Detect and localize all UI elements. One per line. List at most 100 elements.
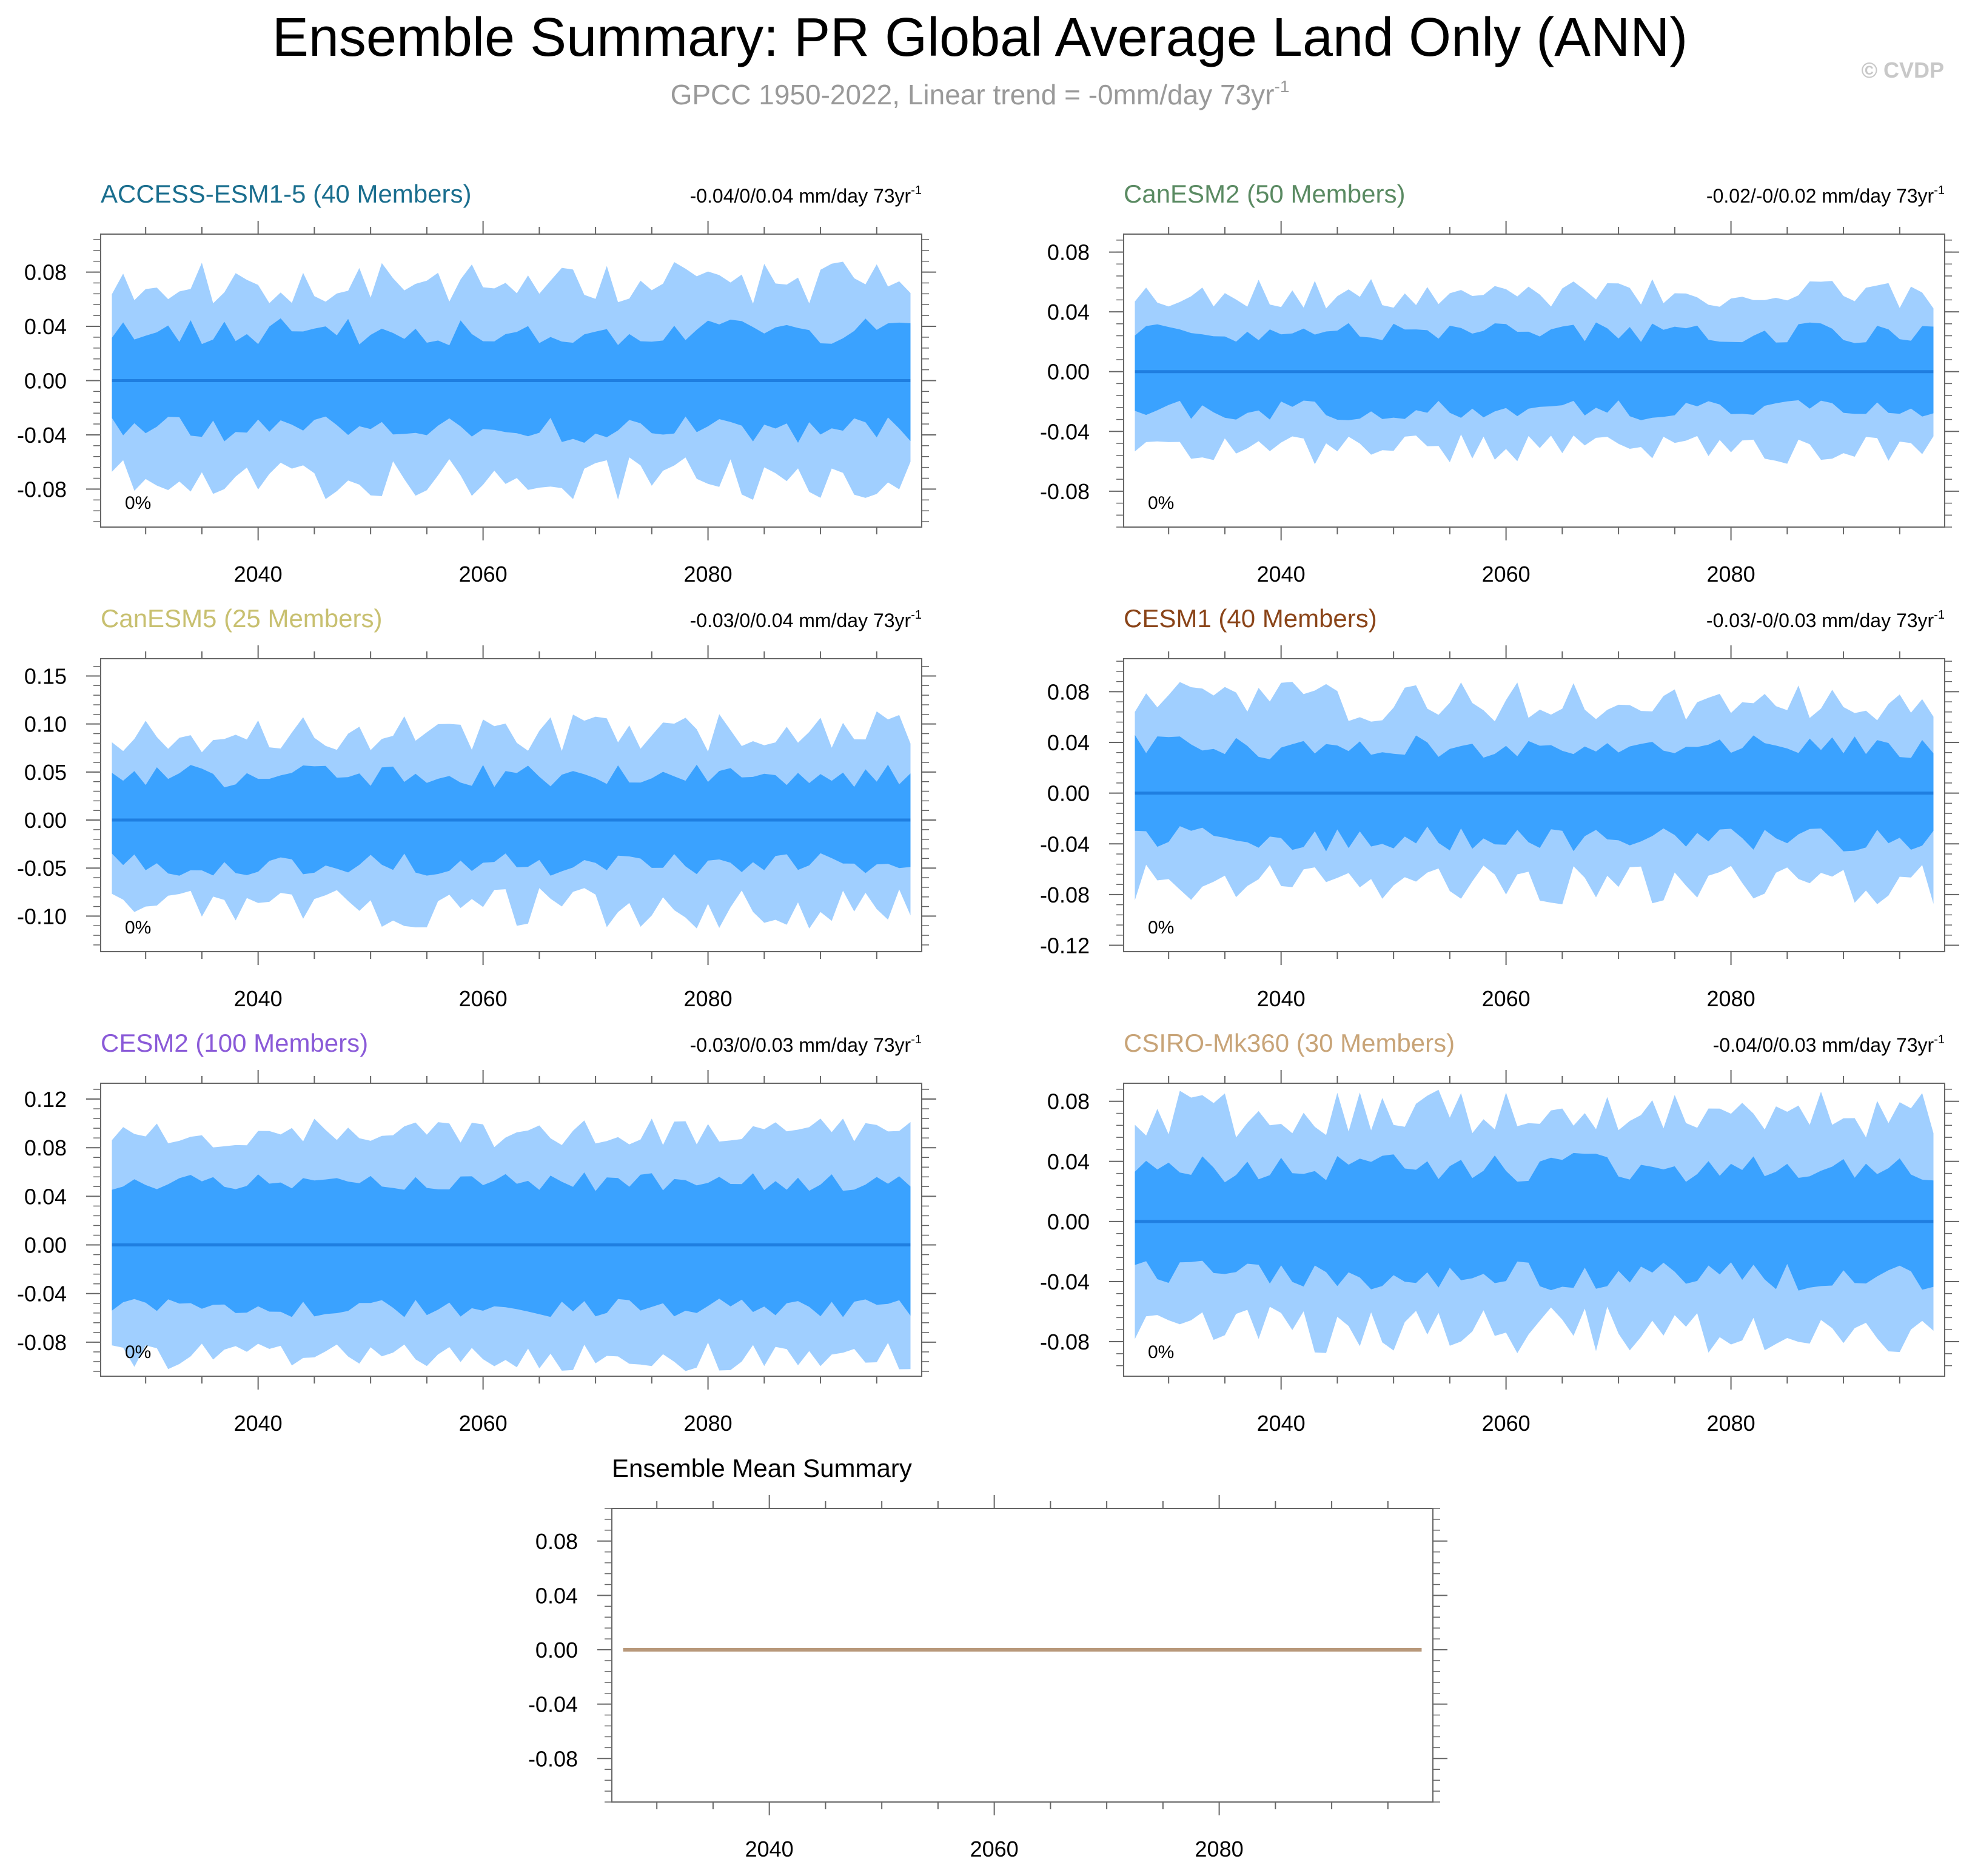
trend-superscript: -1	[1934, 608, 1945, 622]
plot-frame	[1123, 234, 1945, 528]
x-tick-label: 2040	[234, 986, 283, 1011]
x-tick-label: 2040	[234, 1411, 283, 1436]
y-tick-label: -0.10	[17, 904, 67, 929]
panel-trend-label: -0.04/0/0.04 mm/day 73yr-1	[690, 184, 922, 207]
panel-model-title: CSIRO-Mk360 (30 Members)	[1124, 1029, 1455, 1057]
plot-area	[1135, 279, 1934, 465]
plot-area	[112, 711, 911, 929]
plot-area	[1135, 1089, 1934, 1353]
y-tick-label: 0.00	[1047, 1209, 1090, 1234]
y-tick-label: 0.10	[24, 712, 67, 737]
panel-4: 2040 2060 2080 0.12 0.08 0.04 0.00 -0.04 -0.08 CE…	[17, 1029, 936, 1436]
y-tick-label: 0.00	[535, 1638, 578, 1663]
y-tick-label: -0.04	[17, 423, 67, 448]
panel-model-title: CanESM2 (50 Members)	[1124, 180, 1405, 208]
x-tick-label: 2040	[1257, 562, 1306, 587]
plot-frame	[100, 1083, 922, 1377]
cvdp-watermark: © CVDP	[1861, 58, 1944, 82]
percent-label: 0%	[1148, 1342, 1174, 1362]
y-tick-label: 0.04	[24, 314, 67, 339]
y-tick-label: 0.08	[1047, 240, 1090, 265]
trend-superscript: -1	[1934, 184, 1945, 197]
plot-frame	[1123, 658, 1945, 952]
y-tick-label: 0.05	[24, 760, 67, 785]
y-tick-label: 0.08	[535, 1529, 578, 1554]
y-tick-label: -0.04	[17, 1282, 67, 1306]
y-tick-label: 0.08	[24, 1135, 67, 1160]
panel-model-title: ACCESS-ESM1-5 (40 Members)	[101, 180, 471, 208]
y-tick-label: -0.08	[528, 1746, 578, 1771]
y-tick-label: -0.12	[1040, 933, 1090, 958]
panel-trend-label: -0.04/0/0.03 mm/day 73yr-1	[1713, 1033, 1945, 1056]
figure-title: Ensemble Summary: PR Global Average Land…	[272, 7, 1688, 68]
y-tick-label: 0.00	[24, 808, 67, 833]
trend-text: -0.02/-0/0.02 mm/day 73yr	[1706, 185, 1934, 207]
panel-trend-label: -0.03/0/0.03 mm/day 73yr-1	[690, 1033, 922, 1056]
panel-6: 2040 2060 2080 0.08 0.04 0.00 -0.04 -0.08 Ensemb…	[528, 1454, 1447, 1861]
panel-1: 2040 2060 2080 0.08 0.04 0.00 -0.04 -0.08 CanESM…	[1040, 180, 1959, 587]
trend-superscript: -1	[911, 1033, 922, 1046]
panel-3: 2040 2060 2080 0.08 0.04 0.00 -0.04 -0.08 -0.12 C…	[1040, 604, 1959, 1011]
x-tick-label: 2080	[1707, 986, 1755, 1011]
y-tick-label: 0.00	[24, 1233, 67, 1258]
trend-superscript: -1	[911, 184, 922, 197]
y-tick-label: 0.15	[24, 664, 67, 689]
subtitle-text: GPCC 1950-2022, Linear trend = -0mm/day …	[671, 79, 1275, 110]
panel-model-title: CESM1 (40 Members)	[1124, 604, 1377, 633]
trend-text: -0.03/0/0.04 mm/day 73yr	[690, 610, 911, 631]
trend-superscript: -1	[1934, 1033, 1945, 1046]
x-tick-label: 2080	[684, 1411, 733, 1436]
y-tick-label: 0.12	[24, 1087, 67, 1112]
percent-label: 0%	[125, 918, 151, 938]
y-tick-label: -0.08	[1040, 1330, 1090, 1354]
trend-text: -0.04/0/0.03 mm/day 73yr	[1713, 1034, 1934, 1056]
y-tick-label: 0.04	[535, 1583, 578, 1608]
plot-area	[1135, 682, 1934, 904]
x-tick-label: 2080	[1707, 1411, 1755, 1436]
x-tick-label: 2060	[459, 562, 508, 587]
trend-superscript: -1	[911, 608, 922, 622]
y-tick-label: -0.04	[1040, 1269, 1090, 1294]
y-tick-label: -0.08	[17, 1330, 67, 1355]
panel-trend-label: -0.03/-0/0.03 mm/day 73yr-1	[1706, 608, 1945, 631]
summary-title: Ensemble Mean Summary	[612, 1454, 912, 1482]
panels: 2040 2060 2080 0.08 0.04 0.00 -0.04 -0.08 ACCESS…	[17, 180, 1959, 1861]
y-tick-label: 0.00	[1047, 781, 1090, 806]
y-tick-label: 0.04	[1047, 300, 1090, 324]
x-tick-label: 2060	[1482, 1411, 1531, 1436]
plot-frame	[611, 1508, 1433, 1803]
panel-model-title: CESM2 (100 Members)	[101, 1029, 368, 1057]
figure-subtitle: GPCC 1950-2022, Linear trend = -0mm/day …	[671, 77, 1290, 110]
percent-label: 0%	[1148, 493, 1174, 513]
x-tick-label: 2040	[745, 1837, 794, 1861]
percent-label: 0%	[1148, 918, 1174, 938]
y-tick-label: 0.04	[24, 1184, 67, 1209]
x-tick-label: 2080	[684, 986, 733, 1011]
trend-text: -0.03/-0/0.03 mm/day 73yr	[1706, 610, 1934, 631]
y-tick-label: 0.04	[1047, 730, 1090, 755]
trend-text: -0.04/0/0.04 mm/day 73yr	[690, 185, 911, 207]
y-tick-label: -0.04	[1040, 419, 1090, 444]
panel-trend-label: -0.02/-0/0.02 mm/day 73yr-1	[1706, 184, 1945, 207]
percent-label: 0%	[125, 493, 151, 513]
subtitle-superscript: -1	[1275, 77, 1290, 96]
x-tick-label: 2080	[1195, 1837, 1244, 1861]
y-tick-label: 0.04	[1047, 1149, 1090, 1174]
y-tick-label: 0.00	[24, 369, 67, 394]
x-tick-label: 2060	[1482, 986, 1531, 1011]
x-tick-label: 2060	[1482, 562, 1531, 587]
panel-2: 2040 2060 2080 0.15 0.10 0.05 0.00 -0.05 -0.10 Ca…	[17, 604, 936, 1011]
x-tick-label: 2060	[459, 1411, 508, 1436]
y-tick-label: 0.08	[1047, 679, 1090, 704]
panel-trend-label: -0.03/0/0.04 mm/day 73yr-1	[690, 608, 922, 631]
plot-area	[112, 1118, 911, 1371]
y-tick-label: -0.08	[1040, 479, 1090, 504]
y-tick-label: -0.04	[528, 1692, 578, 1717]
y-tick-label: -0.08	[1040, 883, 1090, 907]
y-tick-label: 0.08	[24, 260, 67, 285]
plot-frame	[100, 658, 922, 952]
x-tick-label: 2060	[459, 986, 508, 1011]
x-tick-label: 2040	[1257, 986, 1306, 1011]
